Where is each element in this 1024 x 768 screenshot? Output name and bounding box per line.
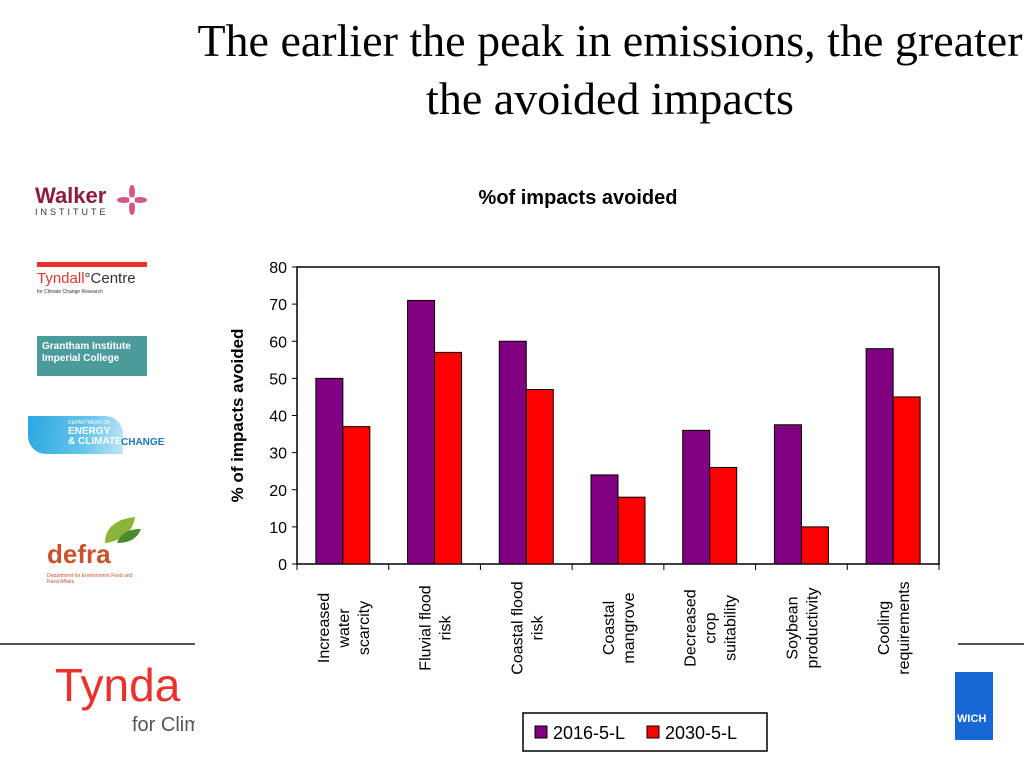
bottom-divider-left: [0, 643, 200, 645]
x-category-label: productivity: [804, 588, 821, 669]
decc-line4: CHANGE: [121, 437, 165, 448]
bar-2016-5-L-5: [773, 424, 802, 565]
tyndall-footer-logo: Tynda for Clim: [55, 659, 201, 736]
y-tick-label: 10: [269, 520, 287, 537]
uea-block: [955, 672, 993, 740]
x-category-label: suitability: [723, 595, 740, 661]
y-tick-label: 20: [269, 483, 287, 500]
x-category-label: Fluvial flood: [418, 585, 435, 670]
bar-2016-5-L-6: [865, 348, 894, 565]
tyndall-footer-name: Tynda: [55, 659, 181, 711]
x-category-label: scarcity: [356, 601, 373, 655]
bar-2016-5-L-0: [315, 377, 344, 565]
grantham-institute-logo: Grantham Institute Imperial College: [37, 336, 147, 376]
uea-text: WICH: [957, 713, 987, 725]
tyndall-footer-sub: for Clim: [132, 714, 201, 736]
uea-logo: WICH: [955, 672, 995, 742]
x-category-label: crop: [703, 612, 720, 643]
x-category-label: Coastal flood: [509, 581, 526, 674]
x-category-label: mangrove: [621, 592, 638, 663]
legend-swatch-0: [534, 725, 548, 739]
walker-institute-logo: Walker INSTITUTE: [35, 183, 147, 217]
x-category-label: Coastal: [601, 601, 618, 655]
bar-2030-5-L-4: [709, 466, 738, 565]
bar-2016-5-L-3: [590, 474, 619, 565]
x-category-label: Decreased: [683, 589, 700, 666]
bar-2030-5-L-1: [434, 351, 463, 565]
x-category-label: water: [336, 608, 353, 649]
y-tick-label: 40: [269, 409, 287, 426]
walker-logo-name: Walker: [35, 183, 107, 208]
bar-2016-5-L-2: [498, 340, 527, 565]
y-tick-label: 0: [278, 557, 287, 574]
bar-2030-5-L-0: [342, 426, 371, 565]
bar-2016-5-L-1: [407, 299, 436, 565]
decc-logo: DEPARTMENT OF ENERGY & CLIMATE CHANGE: [28, 416, 168, 454]
walker-flower-icon: [117, 185, 147, 215]
tyndall-logo-sub: for Climate Change Research: [37, 289, 103, 295]
bar-2030-5-L-3: [617, 496, 646, 565]
x-category-label: Soybean: [784, 596, 801, 659]
bar-2030-5-L-5: [800, 526, 829, 565]
legend-swatch-1: [646, 725, 660, 739]
decc-line2: ENERGY & CLIMATE: [68, 426, 122, 447]
bar-2016-5-L-4: [682, 429, 711, 565]
tyndall-bar: [37, 262, 147, 267]
bottom-divider-right: [958, 643, 1024, 645]
y-tick-label: 80: [269, 260, 287, 277]
y-tick-label: 60: [269, 334, 287, 351]
grantham-line1: Grantham Institute: [42, 341, 131, 352]
y-tick-label: 30: [269, 446, 287, 463]
tyndall-centre-logo: Tyndall°Centre for Climate Change Resear…: [37, 262, 147, 295]
y-tick-label: 50: [269, 371, 287, 388]
bar-2030-5-L-6: [892, 396, 921, 565]
y-axis-label: % of impacts avoided: [228, 329, 247, 503]
decc-line1: DEPARTMENT OF: [68, 420, 111, 426]
chart-title: %of impacts avoided: [479, 187, 678, 209]
x-category-label: requirements: [896, 581, 913, 674]
x-category-label: Cooling: [876, 601, 893, 655]
bar-2030-5-L-2: [525, 389, 554, 565]
tyndall-logo-name: Tyndall°Centre: [37, 270, 136, 287]
decc-swoosh: [28, 416, 123, 454]
defra-logo-name: defra: [47, 539, 111, 569]
defra-logo-sub: Department for Environment Food and Rura…: [47, 573, 133, 585]
legend-label-1: 2030-5-L: [665, 723, 737, 743]
x-category-label: risk: [438, 615, 455, 641]
x-category-label: Increased: [316, 593, 333, 663]
grantham-line2: Imperial College: [42, 353, 120, 364]
defra-leaf-icon: [105, 517, 141, 543]
y-tick-label: 70: [269, 297, 287, 314]
slide-title: The earlier the peak in emissions, the g…: [197, 15, 1023, 124]
legend-label-0: 2016-5-L: [553, 723, 625, 743]
x-category-label: risk: [529, 615, 546, 641]
walker-logo-sub: INSTITUTE: [35, 207, 109, 217]
legend-box: [522, 712, 768, 752]
